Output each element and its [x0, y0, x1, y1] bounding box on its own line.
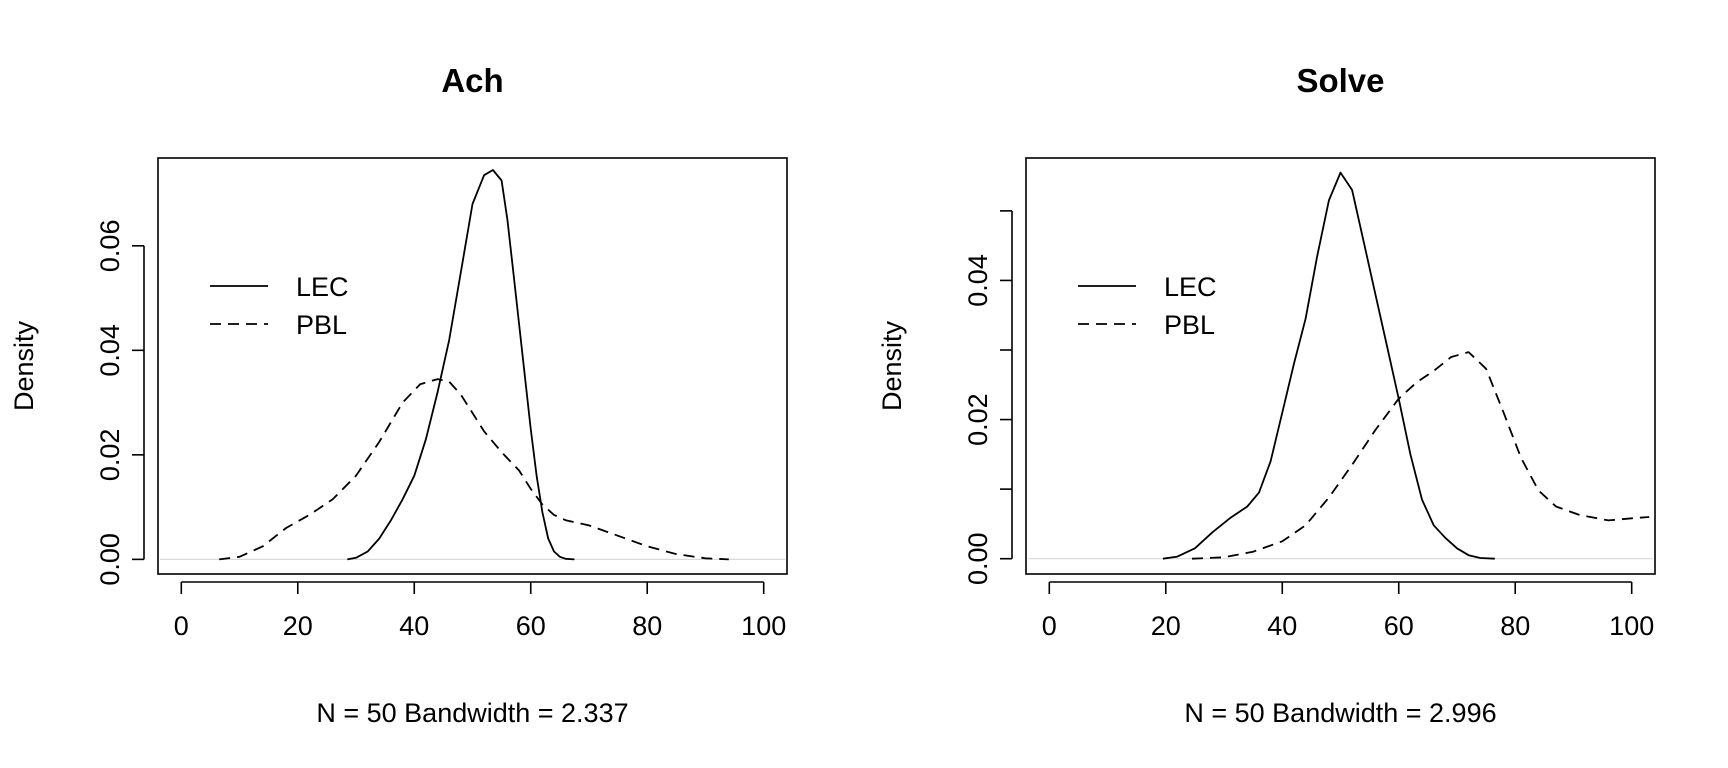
y-tick-label: 0.00 — [95, 533, 125, 586]
y-axis-label: Density — [877, 320, 907, 411]
x-tick-label: 80 — [1500, 611, 1530, 641]
plot-frame — [157, 157, 788, 575]
y-tick-label: 0.00 — [963, 532, 993, 585]
x-tick-label: 0 — [1042, 611, 1057, 641]
x-tick-label: 20 — [1151, 611, 1181, 641]
y-tick-label: 0.04 — [963, 254, 993, 307]
legend-label-lec: LEC — [296, 272, 349, 302]
panel-1: Ach 0 20 40 60 80 100 0.00 0.02 0.04 0.06 N = 50 Ba… — [9, 62, 788, 728]
series-line-lec — [347, 169, 575, 561]
x-tick-label: 60 — [1384, 611, 1414, 641]
y-axis-label: Density — [9, 320, 39, 411]
legend-label-lec: LEC — [1164, 272, 1217, 302]
series-line-lec — [1162, 171, 1495, 560]
legend: LEC PBL — [1078, 272, 1217, 340]
x-tick-label: 60 — [516, 611, 546, 641]
panel-2: Solve 0 20 40 60 80 100 0.00 0.02 0.04 N = 50 Band… — [877, 62, 1656, 728]
chart-title: Ach — [441, 62, 503, 99]
y-tick-label: 0.02 — [963, 393, 993, 446]
x-tick-label: 40 — [399, 611, 429, 641]
series-line-pbl — [219, 378, 729, 561]
x-tick-label: 100 — [741, 611, 786, 641]
x-axis-label: N = 50 Bandwidth = 2.337 — [316, 698, 628, 728]
chart-title: Solve — [1296, 62, 1384, 99]
x-tick-label: 100 — [1609, 611, 1654, 641]
legend-label-pbl: PBL — [296, 310, 347, 340]
x-tick-label: 40 — [1267, 611, 1297, 641]
y-tick-label: 0.06 — [95, 220, 125, 273]
x-tick-label: 0 — [174, 611, 189, 641]
y-tick-label: 0.04 — [95, 324, 125, 377]
x-tick-label: 80 — [632, 611, 662, 641]
series-line-pbl — [1191, 351, 1650, 560]
x-tick-label: 20 — [283, 611, 313, 641]
plot-frame — [1025, 157, 1656, 575]
y-tick-label: 0.02 — [95, 429, 125, 482]
legend-label-pbl: PBL — [1164, 310, 1215, 340]
legend: LEC PBL — [210, 272, 349, 340]
x-axis-label: N = 50 Bandwidth = 2.996 — [1184, 698, 1496, 728]
